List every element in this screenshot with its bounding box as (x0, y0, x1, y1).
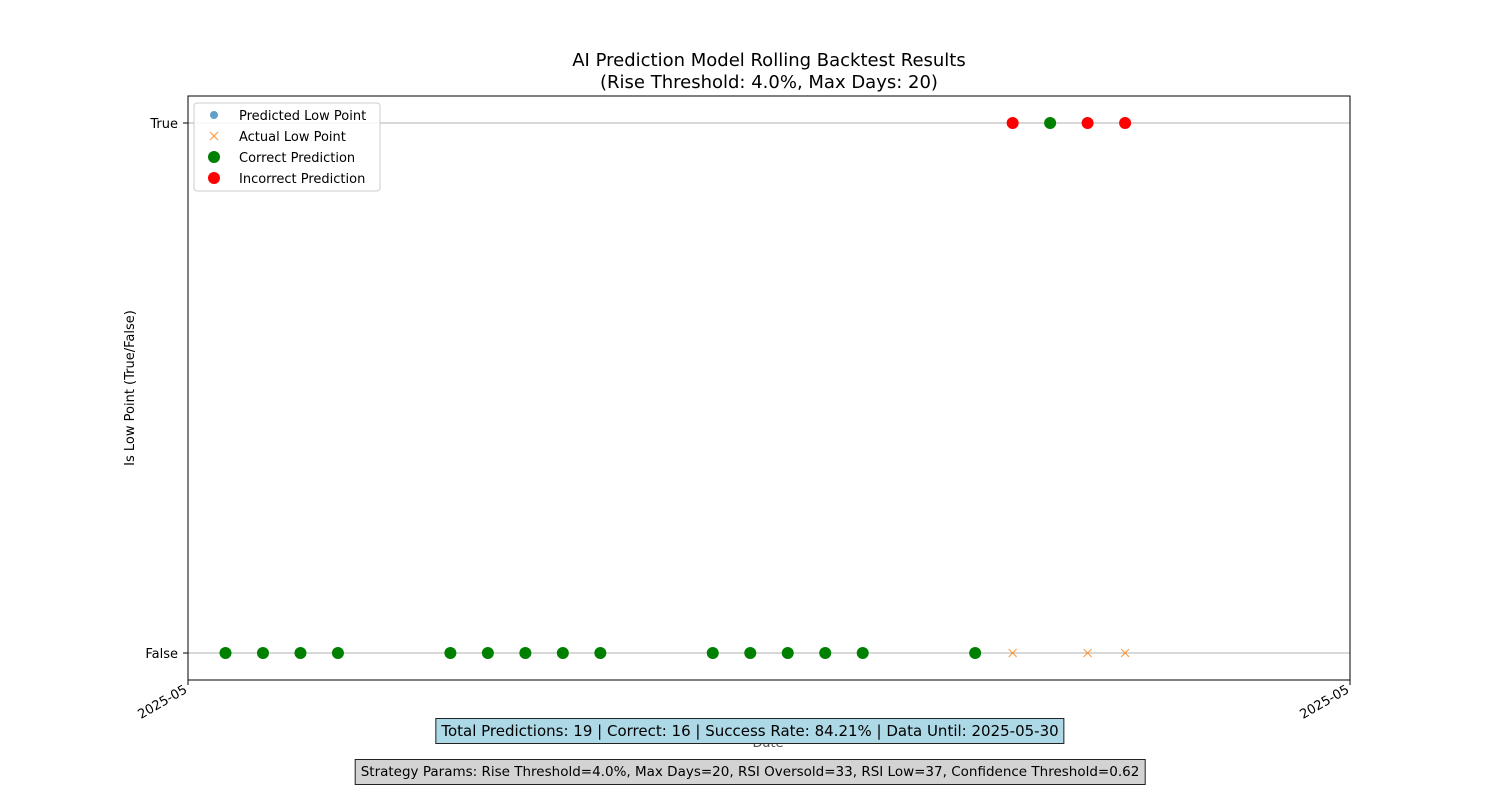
incorrect-prediction-point (1119, 117, 1132, 129)
legend-label: Incorrect Prediction (239, 172, 365, 187)
correct-prediction-point (294, 647, 307, 659)
correct-prediction-point (519, 647, 532, 659)
y-tick-label: False (145, 647, 178, 662)
correct-prediction-point (781, 647, 794, 659)
summary-box: Total Predictions: 19 | Correct: 16 | Su… (435, 718, 1065, 744)
x-tick-label: 2025-05 (1297, 682, 1352, 722)
y-axis: False True (145, 117, 188, 662)
data-points (219, 117, 1132, 659)
legend-label: Predicted Low Point (239, 109, 366, 124)
legend-item: Correct Prediction (208, 151, 355, 166)
y-tick-label: True (149, 117, 178, 132)
incorrect-prediction-point (1081, 117, 1094, 129)
correct-prediction-point (219, 647, 232, 659)
actual-low-point-marker (1120, 648, 1130, 658)
legend: Predicted Low Point Actual Low Point Corre… (193, 102, 381, 192)
actual-low-point-marker (1083, 648, 1093, 658)
legend-item: Actual Low Point (209, 130, 346, 145)
correct-prediction-point (331, 647, 344, 659)
actual-low-point-marker (1008, 648, 1018, 658)
legend-item: Predicted Low Point (210, 109, 366, 124)
legend-label: Correct Prediction (239, 151, 355, 166)
correct-prediction-point (969, 647, 982, 659)
correct-prediction-point (556, 647, 569, 659)
x-axis: 2025-05 2025-05 (135, 680, 1352, 723)
correct-prediction-point (594, 647, 607, 659)
y-axis-label: Is Low Point (True/False) (123, 310, 138, 466)
chart-title: AI Prediction Model Rolling Backtest Res… (572, 50, 966, 71)
grid-lines (188, 122, 1350, 654)
correct-prediction-point (444, 647, 457, 659)
legend-item: Incorrect Prediction (208, 172, 365, 187)
legend-frame (193, 102, 381, 192)
params-box: Strategy Params: Rise Threshold=4.0%, Ma… (354, 759, 1146, 785)
correct-prediction-point (256, 647, 269, 659)
correct-prediction-point (856, 647, 869, 659)
legend-label: Actual Low Point (239, 130, 346, 145)
chart-subtitle: (Rise Threshold: 4.0%, Max Days: 20) (600, 72, 938, 93)
x-tick-label: 2025-05 (135, 682, 190, 722)
correct-prediction-point (819, 647, 832, 659)
incorrect-prediction-point (1006, 117, 1019, 129)
correct-prediction-point (706, 647, 719, 659)
correct-prediction-point (744, 647, 757, 659)
correct-prediction-point (1044, 117, 1057, 129)
correct-prediction-point (481, 647, 494, 659)
plot-area (187, 95, 1351, 681)
